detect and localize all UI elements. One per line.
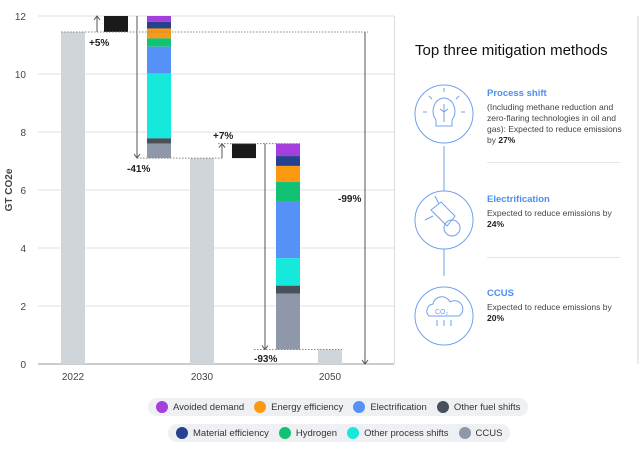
legend-swatch	[436, 401, 449, 413]
divider	[487, 162, 620, 163]
svg-text:CO₂: CO₂	[435, 309, 449, 316]
arrow-head	[361, 359, 369, 365]
legend-swatch	[254, 401, 267, 413]
divider	[487, 257, 620, 258]
legend-swatch	[156, 401, 168, 413]
y-tick-label: 4	[20, 244, 26, 255]
segment-other-process-shifts	[147, 73, 171, 139]
method-text: Expected to reduce emissions by	[487, 302, 612, 312]
legend-row-2: Material efficiency Hydrogen Other process…	[168, 424, 511, 442]
y-tick-label: 2	[20, 302, 26, 313]
segment-energy-efficiency	[147, 28, 171, 39]
method-value: 24%	[487, 219, 505, 229]
segment-electrification	[147, 46, 171, 74]
legend-label: Material efficiency	[193, 427, 269, 439]
legend-item: CCUS	[458, 427, 503, 439]
growth-bar	[104, 16, 128, 32]
legend-item: Electrification	[353, 401, 427, 413]
legend-swatch	[176, 427, 188, 439]
legend-item: Other fuel shifts	[436, 401, 521, 413]
method-value: 27%	[498, 135, 516, 145]
legend-swatch	[347, 427, 360, 439]
arrow-head	[93, 15, 101, 21]
growth-label: +5%	[89, 38, 109, 49]
reduction-label: -93%	[254, 354, 277, 365]
segment-avoided-demand	[147, 16, 171, 22]
method-electrification: Electrification Expected to reduce emiss…	[487, 194, 627, 230]
legend-swatch	[353, 401, 366, 413]
x-tick-label: 2030	[191, 372, 214, 383]
segment-hydrogen	[147, 38, 171, 47]
legend-label: Hydrogen	[295, 427, 338, 439]
segment-other-fuel-shifts	[147, 138, 171, 144]
reduction-label: -41%	[127, 164, 150, 175]
method-ccus: CCUS Expected to reduce emissions by 20%	[487, 288, 627, 324]
segment-material-efficiency	[276, 156, 300, 166]
plug-leaf-icon	[414, 190, 474, 250]
method-process-shift: Process shift (Including methane reducti…	[487, 88, 627, 146]
y-tick-label: 0	[20, 360, 26, 371]
total-bar-2030	[190, 158, 214, 364]
x-tick-label: 2050	[319, 372, 342, 383]
legend-row-1: Avoided demand Energy efficiency Electrifi…	[148, 398, 529, 416]
legend-label: Energy efficiency	[271, 401, 344, 413]
co2-cloud-icon: CO₂	[414, 286, 474, 346]
segment-avoided-demand	[276, 143, 300, 157]
method-title: Process shift	[487, 88, 547, 99]
mitigation-panel: Top three mitigation methods CO₂ Process	[394, 16, 639, 364]
legend-item: Energy efficiency	[254, 401, 343, 413]
legend-label: CCUS	[475, 427, 503, 439]
method-title: Electrification	[487, 194, 550, 205]
segment-energy-efficiency	[276, 165, 300, 182]
total-bar-2050	[318, 349, 342, 364]
method-icons: CO₂	[414, 84, 474, 346]
legend-label: Avoided demand	[173, 401, 245, 413]
segment-ccus	[147, 143, 171, 159]
segment-other-fuel-shifts	[276, 285, 300, 294]
method-text: (Including methane reduction and zero-fl…	[487, 102, 622, 145]
legend-swatch	[278, 427, 291, 439]
y-axis-label: GT CO2e	[4, 168, 15, 211]
legend-label: Electrification	[370, 401, 427, 413]
lightbulb-leaf-icon	[414, 84, 474, 144]
legend-label: Other process shifts	[364, 427, 449, 439]
method-value: 20%	[487, 313, 505, 323]
y-tick-label: 8	[20, 128, 26, 139]
panel-title: Top three mitigation methods	[415, 42, 608, 59]
growth-label: +7%	[213, 131, 233, 142]
arrow-head	[261, 345, 269, 351]
y-tick-label: 12	[15, 12, 27, 23]
growth-bar	[232, 143, 256, 159]
legend-item: Material efficiency	[176, 427, 269, 439]
legend-item: Avoided demand	[156, 401, 244, 413]
legend-item: Other process shifts	[347, 427, 449, 439]
method-title: CCUS	[487, 288, 514, 299]
segment-electrification	[276, 201, 300, 259]
y-tick-label: 10	[15, 70, 27, 81]
y-tick-label: 6	[20, 186, 26, 197]
x-tick-label: 2022	[62, 372, 85, 383]
legend-swatch	[458, 427, 471, 439]
method-text: Expected to reduce emissions by	[487, 208, 612, 218]
legend-item: Hydrogen	[278, 427, 338, 439]
segment-ccus	[276, 293, 300, 350]
segment-other-process-shifts	[276, 258, 300, 286]
segment-material-efficiency	[147, 21, 171, 29]
overall-label: -99%	[338, 194, 361, 205]
legend-label: Other fuel shifts	[453, 401, 521, 413]
segment-hydrogen	[276, 181, 300, 202]
total-bar-2022	[61, 31, 85, 364]
